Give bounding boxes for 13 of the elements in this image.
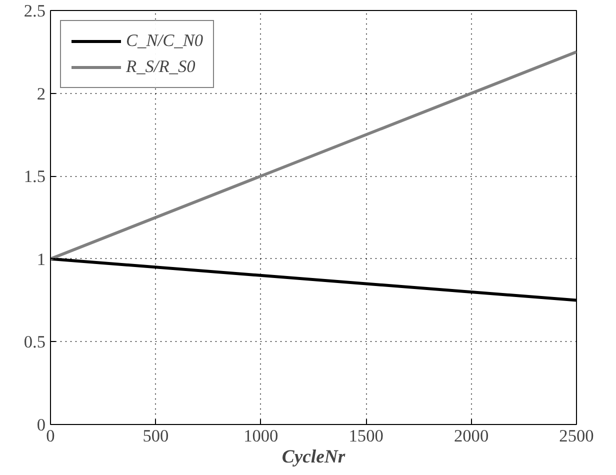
y-tick-label: 2 xyxy=(36,84,46,104)
x-tick-label: 2000 xyxy=(454,426,489,446)
legend-label: R_S/R_S0 xyxy=(126,57,196,77)
x-tick-label: 1000 xyxy=(244,426,278,446)
x-tick-label: 500 xyxy=(142,426,169,446)
y-tick-label: 1 xyxy=(36,250,46,269)
y-tick-label: 0.5 xyxy=(24,332,46,352)
x-tick-label: 2500 xyxy=(559,426,594,446)
legend-label: C_N/C_N0 xyxy=(126,31,204,51)
x-tick-label: 1500 xyxy=(348,426,384,446)
x-axis-title: CycleNr xyxy=(282,446,346,468)
y-tick-label: 1.5 xyxy=(24,167,46,186)
y-tick-label: 2.5 xyxy=(24,2,46,20)
